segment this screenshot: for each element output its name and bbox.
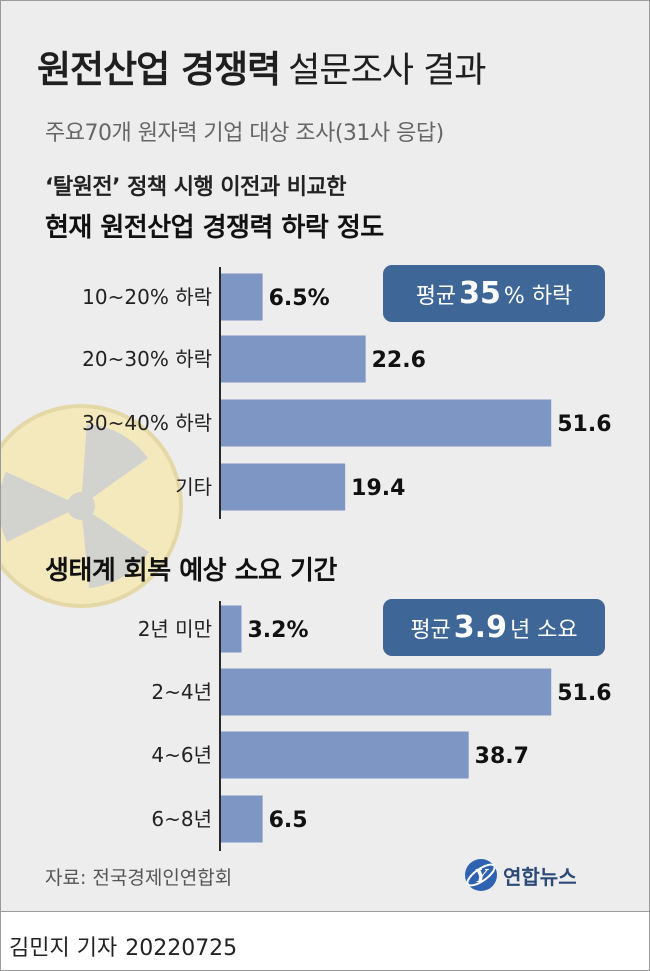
source-note: 자료: 전국경제인연합회 [45,867,233,889]
chart2-average-badge: 평균 3.9 년 소요 [383,599,605,656]
chart2-title: 생태계 회복 예상 소요 기간 [45,556,337,586]
chart1-category-label: 기타 [175,475,212,499]
chart2-category-label: 6~8년 [151,807,212,831]
chart1-category-label: 30~40% 하락 [82,411,212,435]
chart2-bar [221,668,552,716]
chart1-average-value: 35 [459,276,501,311]
chart1-average-badge: 평균 35 % 하락 [383,265,605,322]
chart1-category-label: 10~20% 하락 [82,285,212,309]
yonhap-logo-text: 연합뉴스 [503,864,577,889]
chart2-value-label: 51.6 [557,681,611,706]
reporter-name: 김민지 기자 [9,936,118,961]
title-light: 설문조사 결과 [288,51,486,91]
byline: 김민지 기자 20220725 [9,930,237,962]
chart1-average-prefix: 평균 [415,283,457,309]
chart2-value-label: 6.5 [269,808,308,833]
chart2-bar [221,731,469,779]
chart2-category-label: 4~6년 [151,743,212,767]
chart1-average-suffix: % 하락 [503,283,573,309]
chart1-title-line2: 현재 원전산업 경쟁력 하락 정도 [45,213,384,243]
chart2-value-label: 38.7 [475,744,529,769]
page-subtitle: 주요70개 원자력 기업 대상 조사(31사 응답) [45,121,444,146]
chart2-average-value: 3.9 [453,610,507,645]
chart2-bar [221,795,263,843]
chart1-bar [221,463,346,511]
chart2-average-prefix: 평균 [410,617,451,643]
page-title: 원전산업 경쟁력 설문조사 결과 [37,39,487,93]
chart1-value-label: 51.6 [557,412,611,437]
chart1-value-label: 22.6 [372,348,426,373]
chart1-category-label: 20~30% 하락 [82,347,212,371]
chart2-value-label: 3.2% [247,618,308,643]
yonhap-logo-icon: Y [465,859,497,891]
chart1-value-label: 6.5% [269,286,330,311]
chart1-bar [221,273,263,321]
yonhap-logo-mark: Y [475,866,490,887]
chart2-category-label: 2~4년 [151,680,212,704]
chart1-value-label: 19.4 [351,476,405,501]
footer: 김민지 기자 20220725 [1,911,649,970]
chart2-category-label: 2년 미만 [138,617,212,641]
yonhap-logo: Y 연합뉴스 [463,857,577,893]
title-bold: 원전산업 경쟁력 [37,48,281,91]
chart1-bar [221,335,366,383]
chart2-average-suffix: 년 소요 [509,617,578,643]
chart2-bar [221,605,242,653]
publish-date: 20220725 [125,936,238,961]
chart1-title-line1: ‘탈원전’ 정책 시행 이전과 비교한 [45,175,346,200]
chart1-bar [221,399,552,447]
